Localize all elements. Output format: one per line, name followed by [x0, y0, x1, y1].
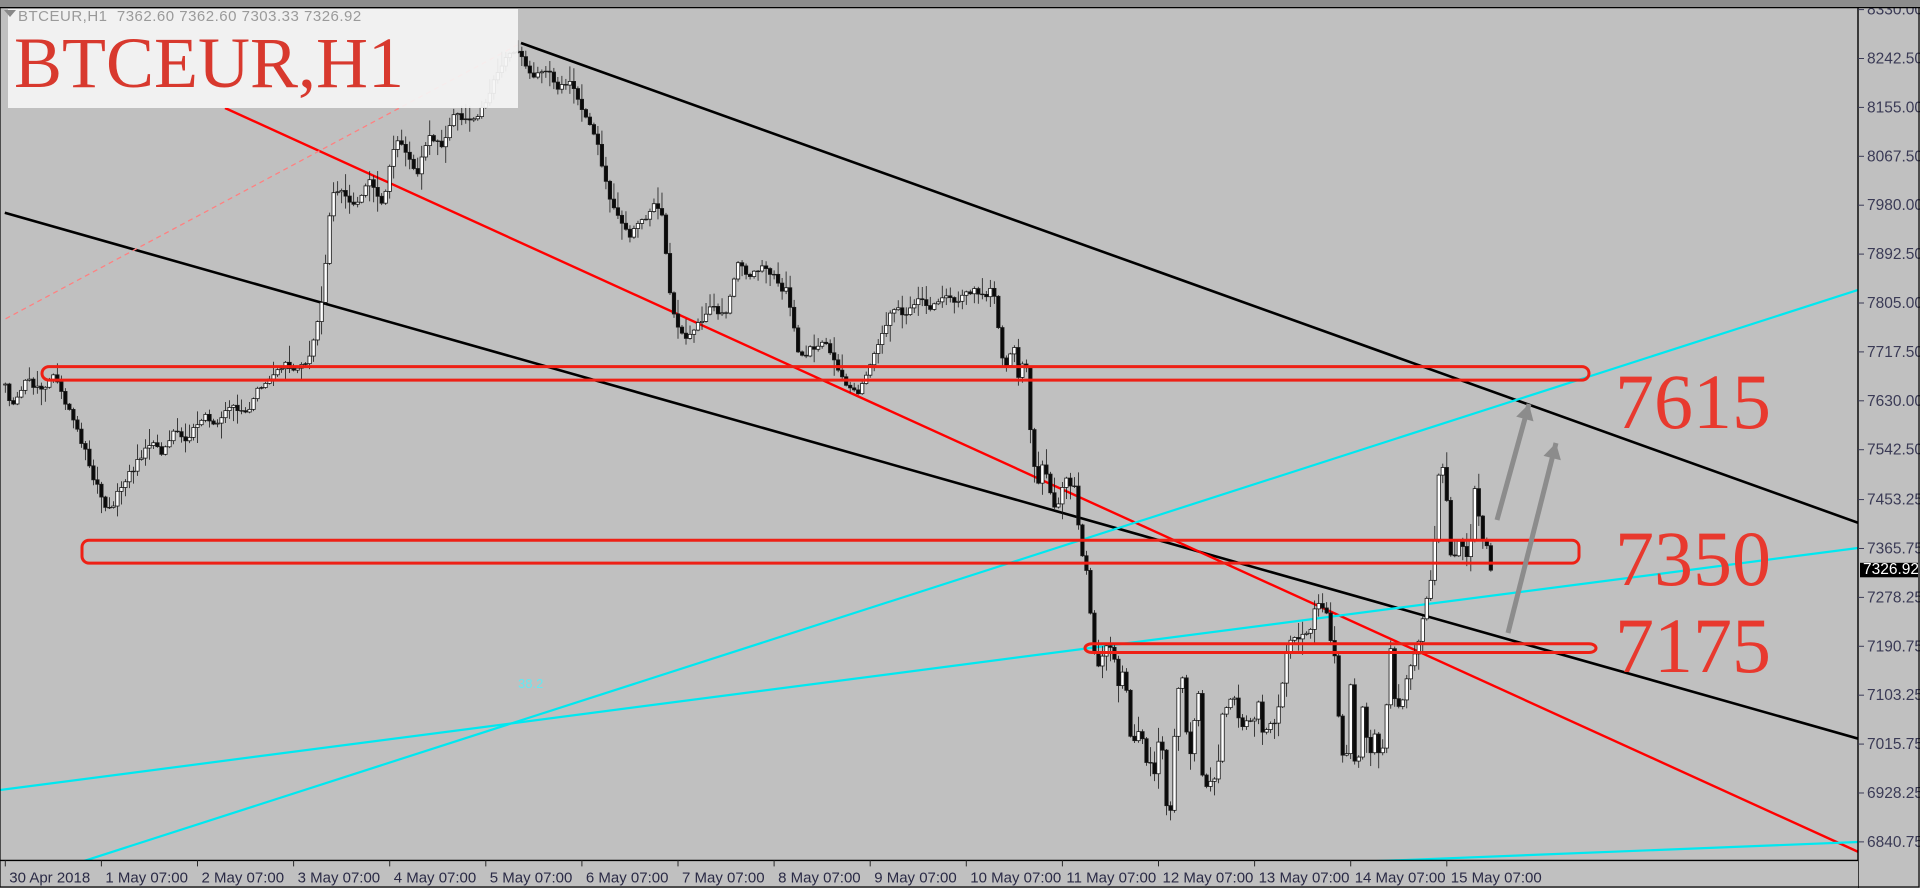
svg-text:7326.92: 7326.92 — [1863, 561, 1919, 578]
svg-text:38.2: 38.2 — [518, 676, 543, 691]
svg-text:8 May 07:00: 8 May 07:00 — [778, 869, 861, 886]
svg-text:9 May 07:00: 9 May 07:00 — [874, 869, 957, 886]
svg-text:5 May 07:00: 5 May 07:00 — [490, 869, 573, 886]
svg-text:6928.25: 6928.25 — [1867, 785, 1920, 802]
svg-text:7615: 7615 — [1615, 358, 1771, 445]
svg-text:15 May 07:00: 15 May 07:00 — [1451, 869, 1542, 886]
svg-text:7365.75: 7365.75 — [1867, 540, 1920, 557]
svg-text:8242.50: 8242.50 — [1867, 51, 1920, 68]
svg-text:6 May 07:00: 6 May 07:00 — [586, 869, 669, 886]
svg-text:7278.25: 7278.25 — [1867, 589, 1920, 606]
svg-text:1 May 07:00: 1 May 07:00 — [105, 869, 188, 886]
svg-text:8067.50: 8067.50 — [1867, 148, 1920, 165]
svg-text:14 May 07:00: 14 May 07:00 — [1355, 869, 1446, 886]
svg-text:7630.00: 7630.00 — [1867, 393, 1920, 410]
svg-text:2 May 07:00: 2 May 07:00 — [202, 869, 285, 886]
svg-text:30 Apr 2018: 30 Apr 2018 — [9, 869, 90, 886]
svg-text:7892.50: 7892.50 — [1867, 246, 1920, 263]
svg-text:7190.75: 7190.75 — [1867, 638, 1920, 655]
svg-text:13 May 07:00: 13 May 07:00 — [1259, 869, 1350, 886]
svg-text:4 May 07:00: 4 May 07:00 — [394, 869, 477, 886]
svg-text:7 May 07:00: 7 May 07:00 — [682, 869, 765, 886]
svg-text:11 May 07:00: 11 May 07:00 — [1066, 869, 1156, 886]
svg-text:7805.00: 7805.00 — [1867, 295, 1920, 312]
svg-text:8155.00: 8155.00 — [1867, 99, 1920, 116]
svg-text:3 May 07:00: 3 May 07:00 — [298, 869, 381, 886]
svg-text:7542.50: 7542.50 — [1867, 442, 1920, 459]
svg-text:7175: 7175 — [1615, 602, 1771, 689]
svg-text:7350: 7350 — [1615, 515, 1771, 602]
svg-text:6840.75: 6840.75 — [1867, 834, 1920, 851]
svg-text:7103.25: 7103.25 — [1867, 687, 1920, 704]
svg-text:7015.75: 7015.75 — [1867, 736, 1920, 753]
svg-text:7717.50: 7717.50 — [1867, 344, 1920, 361]
svg-text:12 May 07:00: 12 May 07:00 — [1163, 869, 1254, 886]
svg-text:7453.25: 7453.25 — [1867, 492, 1920, 509]
svg-text:7980.00: 7980.00 — [1867, 197, 1920, 214]
svg-text:10 May 07:00: 10 May 07:00 — [970, 869, 1061, 886]
